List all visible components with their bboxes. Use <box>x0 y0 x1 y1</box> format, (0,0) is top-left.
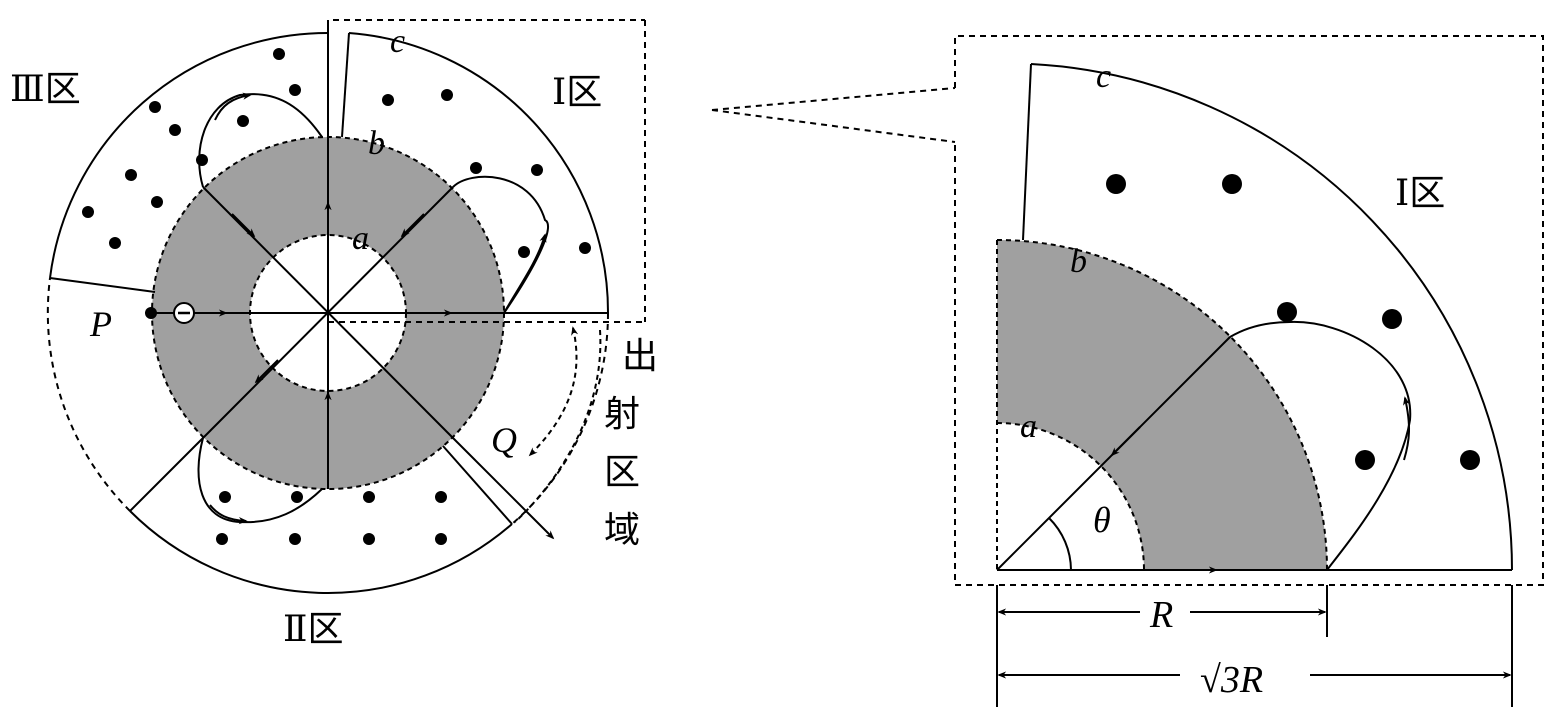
arc-b <box>996 239 1328 571</box>
left-figure: Ⅲ区 Ⅰ区 Ⅱ区 c b a P Q 出 射 区 域 <box>10 19 658 649</box>
exit-arc-outer <box>514 329 602 523</box>
zoom-box <box>954 35 1544 586</box>
callout-lines <box>711 87 956 143</box>
outer-arc-region-1 <box>348 32 610 314</box>
trajectory-arc-arrow <box>1403 396 1411 461</box>
label-b: b <box>368 125 385 162</box>
outer-arc-region-3 <box>49 32 329 279</box>
radial-arrow <box>1110 426 1141 457</box>
trajectory-arc <box>1229 320 1412 571</box>
boundary-region-1-left <box>341 32 350 138</box>
label-region-2: Ⅱ区 <box>283 609 343 649</box>
right-figure: c Ⅰ区 b a θ R √3R <box>954 35 1544 707</box>
exit-char-4: 域 <box>604 510 640 550</box>
label-theta: θ <box>1093 500 1111 540</box>
label-c: c <box>390 23 405 60</box>
boundary-region-2-right <box>442 445 513 525</box>
label-region-1-right: Ⅰ区 <box>1395 173 1445 213</box>
outer-arc-gap-left <box>46 277 131 512</box>
arc-region-3-arrow <box>214 92 252 121</box>
arrow-diagonal-ne <box>400 213 425 238</box>
exit-char-3: 区 <box>604 452 640 492</box>
arc-c <box>1030 63 1513 571</box>
point-p <box>145 307 157 319</box>
label-a-right: a <box>1020 408 1037 445</box>
label-dim-sqrt3r: √3R <box>1200 659 1263 701</box>
label-b-right: b <box>1070 243 1087 280</box>
exit-arc-q <box>528 326 579 457</box>
label-region-1: Ⅰ区 <box>552 72 602 112</box>
arrow-diagonal-nw <box>231 213 256 238</box>
label-a: a <box>352 220 369 257</box>
arc-region-3 <box>198 93 323 188</box>
arc-region-2-arrow <box>209 504 248 525</box>
arc-region-1-entry <box>503 233 547 314</box>
boundary-left <box>1022 63 1032 241</box>
trajectory-exit <box>452 437 555 540</box>
label-exit-region: 出 射 区 域 <box>604 336 658 550</box>
label-dim-r: R <box>1149 594 1173 636</box>
field-dots-region-1 <box>382 89 591 258</box>
arrow-diagonal-sw <box>254 359 279 384</box>
outer-arc-region-2 <box>129 510 513 594</box>
label-q: Q <box>491 420 517 460</box>
field-dots-region-3 <box>82 48 301 249</box>
electron-icon <box>173 302 195 324</box>
field-dots-right <box>1106 174 1480 470</box>
arc-a <box>996 422 1145 571</box>
boundary-region-3-left <box>49 277 156 293</box>
arc-region-1 <box>452 175 549 314</box>
boundary-region-2-left <box>129 437 204 512</box>
field-dots-region-2 <box>216 491 447 545</box>
label-c-right: c <box>1096 58 1111 95</box>
label-p: P <box>89 304 112 344</box>
label-region-3: Ⅲ区 <box>10 69 81 109</box>
exit-char-1: 出 <box>622 336 658 376</box>
exit-char-2: 射 <box>604 394 640 434</box>
theta-arc <box>1048 517 1072 571</box>
